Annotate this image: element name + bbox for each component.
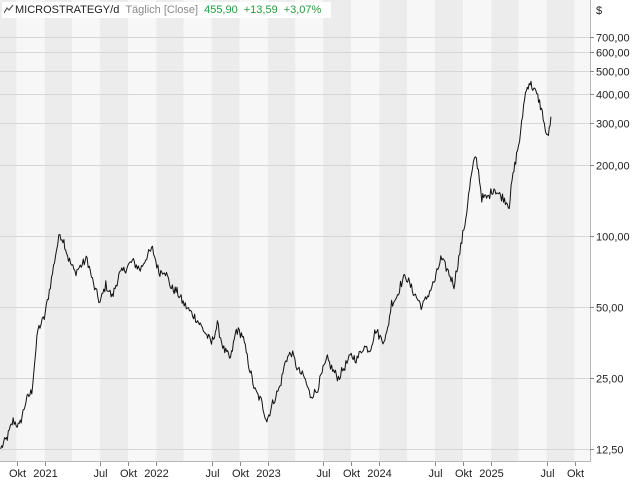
y-tick-label: 12,50 [596,445,624,457]
quarter-band [351,0,380,462]
y-tick-label: 500,00 [596,67,630,79]
x-tick-label: Jul [428,468,442,480]
y-tick-label: 600,00 [596,48,630,60]
x-tick-label: Okt [9,468,26,480]
x-tick-label: Okt [120,468,137,480]
x-axis: Okt 2021 Jul Okt 2022 Jul Okt 2023 Jul Okt 2024 Jul… [9,462,584,480]
price-change: +13,59 [243,4,278,16]
x-tick-label: Okt [232,468,249,480]
quarter-band [44,0,73,462]
y-tick-label: 300,00 [596,119,630,131]
grid-lines [0,37,590,450]
x-tick-label: Okt [455,468,472,480]
quarter-band [295,0,324,462]
quarter-band [518,0,547,462]
quarter-band [491,0,519,462]
quarter-band [211,0,240,462]
quarter-band [183,0,212,462]
quarter-band [99,0,129,462]
quarter-band [323,0,352,462]
y-tick-label: 400,00 [596,90,630,102]
price-change-pct: +3,07% [283,4,322,16]
y-tick-label: 25,00 [596,374,624,386]
quarter-band [16,0,45,462]
y-tick-label: 100,00 [596,232,630,244]
symbol-name: MICROSTRATEGY/d [15,4,120,16]
price-line [0,80,552,450]
x-tick-label: Jul [205,468,219,480]
quarter-band [239,0,268,462]
x-tick-label: 2021 [33,468,57,480]
quarter-band [156,0,184,462]
chart-header: MICROSTRATEGY/d Täglich [Close] 455,90 +13,… [2,2,332,18]
x-tick-label: 2022 [144,468,168,480]
line-chart-icon [4,4,14,14]
y-axis: 700,00 600,00 500,00 400,00 300,00 200,00 100,… [590,33,630,457]
quarter-bands [0,0,590,462]
quarter-band [72,0,100,462]
x-tick-label: Jul [316,468,330,480]
quarter-band [463,0,492,462]
y-tick-label: 50,00 [596,303,624,315]
x-tick-label: 2024 [367,468,391,480]
x-tick-label: Okt [567,468,584,480]
y-tick-label: 700,00 [596,33,630,45]
quarter-band [435,0,464,462]
x-tick-label: 2023 [256,468,280,480]
currency-label: $ [596,5,602,17]
last-price: 455,90 [204,4,238,16]
quarter-band [267,0,296,462]
quarter-band [0,0,17,462]
interval-label: Täglich [Close] [125,4,199,16]
quarter-band [546,0,575,462]
x-tick-label: Jul [540,468,554,480]
x-tick-label: Okt [343,468,360,480]
y-tick-label: 200,00 [596,161,630,173]
quarter-band [128,0,157,462]
x-tick-label: Jul [93,468,107,480]
quarter-band [407,0,436,462]
quarter-band [574,0,590,462]
x-tick-label: 2025 [479,468,503,480]
quarter-band [379,0,408,462]
